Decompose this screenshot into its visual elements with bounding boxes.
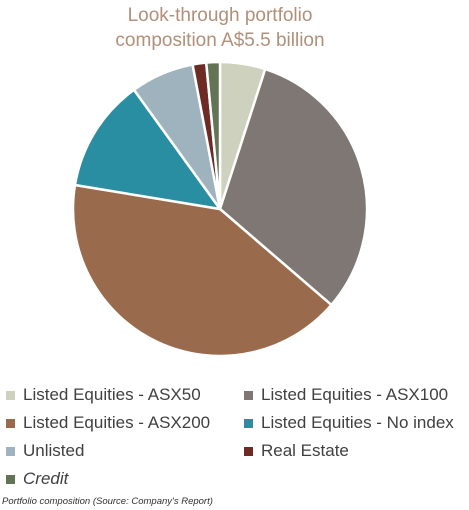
legend-item-listed-equities-asx50: Listed Equities - ASX50 [6,381,201,409]
pie-slice-credit [204,60,222,211]
pie-slice-listed-equities-asx100 [218,67,369,307]
legend-swatch-listed-equities-asx50 [6,390,15,400]
legend-swatch-listed-equities-asx200 [6,418,15,428]
legend-item-unlisted: Unlisted [6,437,84,465]
pie-slice-listed-equities-no-index [73,88,222,211]
legend-label-listed-equities-no-index: Listed Equities - No index [261,413,454,432]
legend-item-listed-equities-asx200: Listed Equities - ASX200 [6,409,210,437]
figure-caption: Portfolio composition (Source: Company's… [2,496,213,507]
legend-swatch-listed-equities-no-index [244,418,253,428]
chart-title: Look-through portfolio composition A$5.5… [0,3,440,53]
chart-title-line-2: composition A$5.5 billion [115,30,325,51]
legend-swatch-listed-equities-asx100 [244,390,253,400]
legend-label-real-estate: Real Estate [261,441,349,460]
legend-label-unlisted: Unlisted [23,441,85,460]
legend-label-listed-equities-asx100: Listed Equities - ASX100 [261,385,449,404]
legend-label-listed-equities-asx50: Listed Equities - ASX50 [23,385,201,404]
legend-label-credit: Credit [23,469,69,488]
pie-chart [71,60,369,358]
legend-item-listed-equities-no-index: Listed Equities - No index [244,409,454,437]
legend-swatch-real-estate [244,446,253,456]
legend-item-listed-equities-asx100: Listed Equities - ASX100 [244,381,448,409]
chart-title-line-1: Look-through portfolio [127,5,313,26]
legend-item-credit: Credit [6,465,68,493]
legend-label-listed-equities-asx200: Listed Equities - ASX200 [23,413,211,432]
legend-swatch-unlisted [6,446,15,456]
legend-item-real-estate: Real Estate [244,437,349,465]
legend-swatch-credit [6,474,15,484]
pie-slice-listed-equities-asx200 [71,183,333,358]
